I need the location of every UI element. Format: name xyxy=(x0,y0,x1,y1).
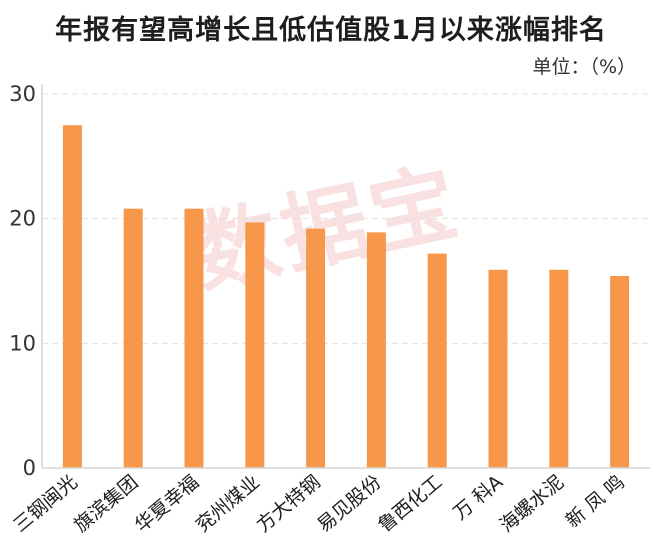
y-tick-label: 10 xyxy=(9,331,36,355)
bar xyxy=(184,208,204,468)
bar xyxy=(549,269,569,468)
x-axis: 三钢闽光旗滨集团华夏幸福兖州煤业方大特钢易见股份鲁西化工万 科A海螺水泥新 凤 … xyxy=(9,467,650,537)
y-tick-label: 0 xyxy=(23,456,36,480)
chart-title: 年报有望高增长且低估值股1月以来涨幅排名 xyxy=(55,15,607,46)
x-tick-label: 海螺水泥 xyxy=(496,471,568,537)
bar xyxy=(488,269,508,468)
unit-label: 单位：（%） xyxy=(532,56,636,78)
bar xyxy=(610,276,630,468)
y-tick-label: 20 xyxy=(9,207,36,231)
x-tick-label: 华夏幸福 xyxy=(131,471,203,537)
x-tick-label: 易见股份 xyxy=(313,471,385,537)
x-tick-label: 鲁西化工 xyxy=(374,471,446,537)
x-tick-label: 新 凤 鸣 xyxy=(562,471,629,532)
bar xyxy=(62,125,82,469)
bar xyxy=(245,222,265,468)
gridlines xyxy=(42,93,650,344)
bar xyxy=(306,228,326,468)
bar xyxy=(427,253,447,468)
x-tick-label: 方大特钢 xyxy=(252,471,324,537)
y-axis: 0 10 20 30 xyxy=(9,82,43,480)
y-tick-label: 30 xyxy=(9,82,36,106)
bars xyxy=(62,125,630,469)
x-tick-label: 三钢闽光 xyxy=(9,471,81,537)
bar xyxy=(123,208,143,468)
bar xyxy=(366,232,386,468)
x-tick-label: 兖州煤业 xyxy=(192,471,264,537)
x-tick-label: 旗滨集团 xyxy=(70,471,142,537)
